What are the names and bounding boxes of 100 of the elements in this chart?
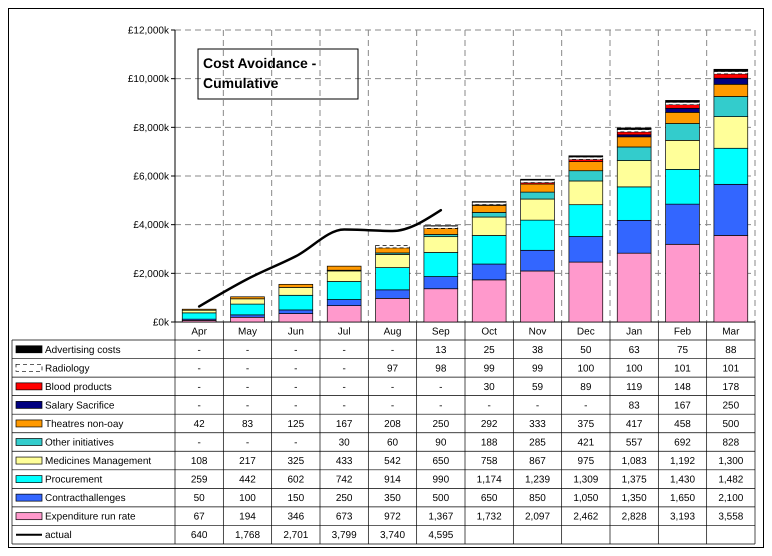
x-tick-label: Mar [722,326,740,338]
data-label: 167 [336,418,353,430]
text: - [246,344,250,356]
x-tick-label: Dec [576,326,595,338]
text: - [294,438,298,448]
legend-label: actual [45,530,72,542]
data-label: 333 [529,418,546,430]
data-label: 758 [480,456,498,468]
legend-label: Expenditure run rate [45,512,136,523]
data-label: 89 [580,382,592,393]
data-label: 188 [480,438,498,448]
data-label: 3,799 [332,530,358,542]
data-label: 650 [432,456,450,468]
data-label: 742 [336,474,353,486]
x-tick-label: May [238,326,257,338]
y-tick-label: £4,000k [133,220,170,232]
x-tick-label: Oct [481,326,498,338]
data-label: 125 [287,418,305,430]
data-label: 194 [239,512,256,523]
data-label: 972 [384,512,402,523]
data-label: 500 [722,418,740,430]
x-tick-label: Jan [626,326,642,338]
data-label: 1,192 [670,456,696,468]
text: - [197,363,201,374]
legend-label: Contracthallenges [45,493,126,504]
data-label: 1,768 [234,530,260,542]
x-tick-label: Apr [191,326,208,338]
legend-label: Radiology [45,363,90,374]
data-label: 542 [384,456,402,468]
data-label: 99 [532,363,544,374]
data-label: 1,309 [573,474,599,486]
data-label: 1,174 [476,474,502,486]
data-label: 375 [577,418,595,430]
data-label: 60 [386,438,398,448]
data-label: 150 [287,493,305,504]
data-label: 250 [432,418,450,430]
data-label: 1,350 [622,493,648,504]
x-tick-label: Jun [288,326,304,338]
legend-label: Medicines Management [45,456,152,468]
data-label: 119 [626,382,643,393]
data-label: 1,083 [622,456,648,468]
data-label: 975 [577,456,595,468]
data-label: 30 [338,438,350,448]
text: - [487,400,491,412]
data-label: 640 [190,530,208,542]
data-label: 2,701 [283,530,309,542]
data-label: 417 [626,418,643,430]
data-label: 97 [386,363,398,374]
data-label: 90 [435,438,447,448]
text: - [197,382,201,393]
data-label: 100 [577,363,595,374]
text: - [584,400,588,412]
data-label: 99 [484,363,496,374]
legend-label: Blood products [45,382,112,393]
text: - [439,400,443,412]
y-tick-label: £12,000k [128,26,170,36]
data-label: 990 [432,474,450,486]
text: - [439,382,443,393]
data-label: 1,650 [670,493,696,504]
text: - [342,400,346,412]
data-label: 4,595 [428,530,454,542]
y-tick-label: £10,000k [128,74,170,86]
data-label: 433 [336,456,353,468]
data-label: 3,740 [380,530,406,542]
legend-label: Salary Sacrifice [45,400,115,412]
data-label: 2,828 [622,512,648,523]
data-label: 98 [435,363,447,374]
y-tick-label: £6,000k [133,172,170,182]
data-label: 100 [626,363,643,374]
data-label: 828 [722,438,740,448]
data-label: 1,300 [718,456,744,468]
data-label: 259 [190,474,208,486]
data-label: 100 [239,493,256,504]
y-tick-label: £8,000k [133,122,170,134]
data-label: 500 [432,493,450,504]
data-label: 673 [336,512,353,523]
data-label: 75 [676,344,688,356]
data-label: 217 [239,456,256,468]
data-label: 83 [628,400,640,412]
text: - [246,400,250,412]
data-label: 1,239 [524,474,550,486]
text: - [342,344,346,356]
y-tick-label: £2,000k [133,268,170,280]
text: - [390,382,394,393]
text: - [342,382,346,393]
text: - [246,438,250,448]
x-tick-label: Feb [674,326,692,338]
text: - [197,344,201,356]
data-label: 442 [239,474,256,486]
legend-label: Other initiatives [45,438,114,448]
data-label: 101 [722,363,740,374]
data-label: 250 [336,493,353,504]
text: - [197,400,201,412]
data-label: 602 [287,474,305,486]
data-label: 2,462 [573,512,599,523]
data-label: 88 [725,344,737,356]
data-label: 325 [287,456,305,468]
data-label: 178 [722,382,740,393]
data-label: 1,050 [573,493,599,504]
data-label: 50 [580,344,592,356]
